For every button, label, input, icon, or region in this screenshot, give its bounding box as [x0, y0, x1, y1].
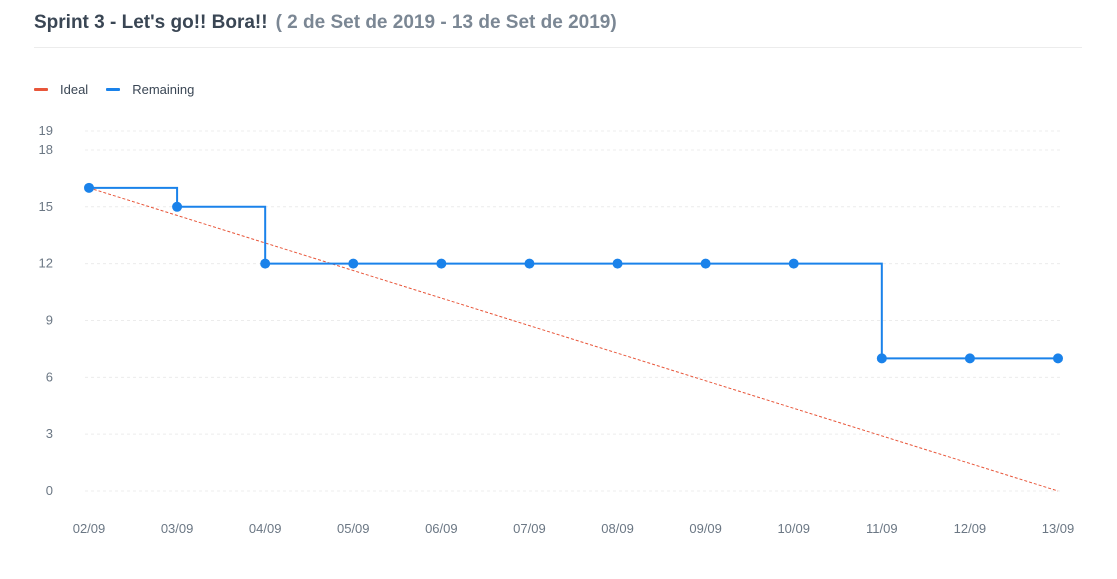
legend-item-remaining[interactable]: Remaining — [106, 82, 194, 97]
remaining-point-07-09 — [524, 258, 535, 269]
y-tick-label-3: 3 — [46, 426, 53, 441]
remaining-point-02-09 — [84, 182, 94, 193]
y-tick-label-18: 18 — [39, 142, 53, 157]
x-tick-label-08-09: 08/09 — [601, 521, 634, 536]
chart-header: Sprint 3 - Let's go!! Bora!! ( 2 de Set d… — [34, 10, 617, 36]
legend-swatch-remaining — [106, 87, 121, 91]
y-tick-label-0: 0 — [46, 483, 53, 498]
x-tick-label-12-09: 12/09 — [954, 521, 987, 536]
y-tick-label-19: 19 — [39, 123, 53, 138]
x-tick-label-04-09: 04/09 — [249, 521, 282, 536]
series-line-remaining — [89, 186, 1058, 360]
y-tick-label-9: 9 — [46, 312, 53, 327]
remaining-point-08-09 — [612, 258, 623, 269]
chart-legend: Ideal Remaining — [34, 79, 212, 99]
x-tick-label-07-09: 07/09 — [513, 521, 546, 536]
remaining-point-12-09 — [964, 353, 975, 364]
legend-item-ideal[interactable]: Ideal — [34, 82, 88, 97]
y-tick-label-12: 12 — [39, 256, 53, 271]
x-tick-label-03-09: 03/09 — [161, 521, 194, 536]
legend-label-remaining: Remaining — [132, 81, 195, 97]
header-divider — [34, 47, 1082, 48]
remaining-point-05-09 — [348, 258, 359, 269]
remaining-point-03-09 — [172, 201, 183, 212]
x-tick-label-02-09: 02/09 — [73, 521, 106, 536]
remaining-point-10-09 — [788, 258, 799, 269]
legend-swatch-ideal — [34, 87, 48, 91]
remaining-point-06-09 — [436, 258, 447, 269]
remaining-point-13-09 — [1053, 353, 1063, 364]
remaining-point-04-09 — [260, 258, 271, 269]
sprint-date-range: ( 2 de Set de 2019 - 13 de Set de 2019) — [275, 12, 617, 33]
y-tick-label-15: 15 — [39, 199, 53, 214]
chart-title: Sprint 3 - Let's go!! Bora!! — [34, 12, 268, 33]
x-tick-label-10-09: 10/09 — [777, 521, 810, 536]
x-tick-label-05-09: 05/09 — [337, 521, 370, 536]
y-tick-label-6: 6 — [46, 369, 53, 384]
x-tick-label-13-09: 13/09 — [1042, 521, 1075, 536]
remaining-point-09-09 — [700, 258, 711, 269]
x-tick-label-06-09: 06/09 — [425, 521, 458, 536]
x-tick-label-09-09: 09/09 — [689, 521, 722, 536]
x-tick-label-11-09: 11/09 — [866, 521, 898, 536]
remaining-point-11-09 — [876, 353, 887, 364]
legend-label-ideal: Ideal — [60, 81, 89, 97]
series-line-ideal — [88, 187, 1059, 492]
